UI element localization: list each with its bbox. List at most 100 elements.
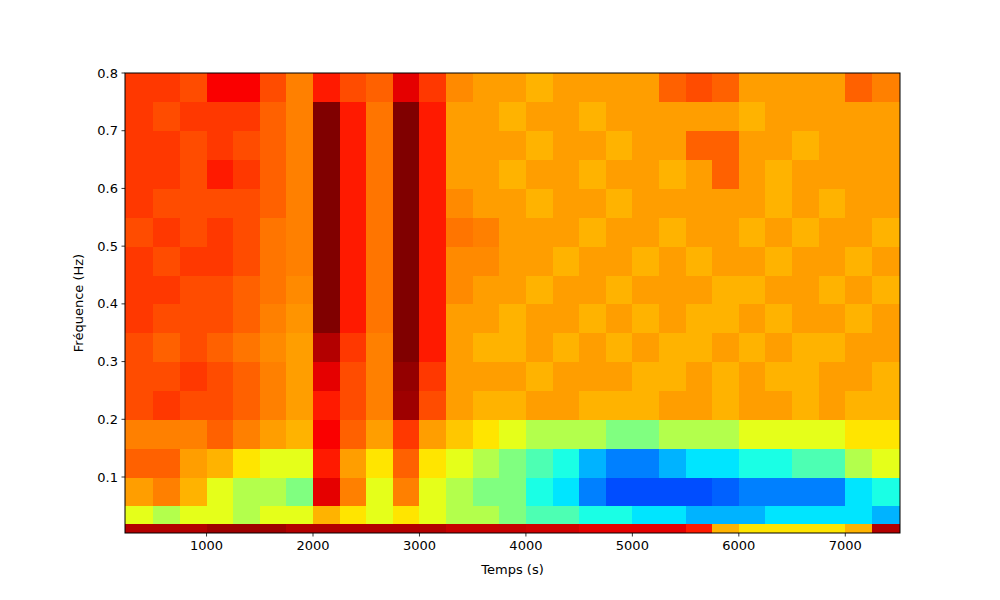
heatmap-cell (686, 73, 713, 102)
heatmap-cell (845, 333, 872, 362)
heatmap-cell (553, 390, 580, 419)
heatmap-cell (739, 217, 766, 246)
heatmap-cell (180, 160, 207, 189)
heatmap-cell (340, 73, 367, 102)
heatmap-cell (473, 304, 500, 333)
heatmap-cell (765, 362, 792, 391)
heatmap-cell (845, 362, 872, 391)
heatmap-cell (286, 188, 313, 217)
heatmap-cell (659, 304, 686, 333)
heatmap-cell (499, 523, 526, 533)
heatmap-cell (579, 73, 606, 102)
heatmap-cell (180, 246, 207, 275)
heatmap-cell (499, 448, 526, 477)
heatmap-cell (632, 390, 659, 419)
heatmap-cell (340, 160, 367, 189)
heatmap-cell (632, 275, 659, 304)
heatmap-cell (872, 217, 900, 246)
heatmap-cell (712, 102, 739, 131)
heatmap-cell (526, 102, 553, 131)
heatmap-cell (286, 477, 313, 506)
y-tick-label: 0.8 (97, 66, 118, 81)
heatmap-cell (872, 275, 900, 304)
heatmap-cell (765, 131, 792, 160)
heatmap-cell (526, 477, 553, 506)
heatmap-cell (153, 333, 180, 362)
heatmap-cell (207, 217, 234, 246)
heatmap-cell (153, 131, 180, 160)
heatmap-cell (366, 160, 393, 189)
y-tick (122, 246, 126, 247)
heatmap-cell (686, 390, 713, 419)
heatmap-cell (313, 304, 340, 333)
heatmap-cell (686, 523, 713, 533)
heatmap-cell (526, 275, 553, 304)
heatmap-cell (180, 477, 207, 506)
heatmap-cell (606, 477, 633, 506)
y-tick (122, 419, 126, 420)
heatmap-cell (499, 73, 526, 102)
heatmap-cell (632, 506, 659, 524)
heatmap-cell (606, 73, 633, 102)
heatmap-cell (207, 275, 234, 304)
heatmap-cell (712, 506, 739, 524)
heatmap-cell (819, 362, 846, 391)
heatmap-cell (207, 131, 234, 160)
heatmap-cell (553, 506, 580, 524)
heatmap-cell (739, 304, 766, 333)
heatmap-cell (686, 333, 713, 362)
heatmap-cell (446, 73, 473, 102)
heatmap-cell (499, 131, 526, 160)
heatmap-cell (286, 275, 313, 304)
heatmap-cell (419, 131, 446, 160)
heatmap-cell (340, 506, 367, 524)
heatmap-cell (739, 246, 766, 275)
heatmap-cell (125, 390, 154, 419)
heatmap-cell (499, 362, 526, 391)
heatmap-cell (366, 102, 393, 131)
heatmap-cell (659, 448, 686, 477)
heatmap-cell (313, 131, 340, 160)
heatmap-cell (473, 362, 500, 391)
heatmap-cell (553, 448, 580, 477)
heatmap-cell (579, 362, 606, 391)
heatmap-cell (286, 448, 313, 477)
chart: 10002000300040005000600070000.10.20.30.4… (0, 0, 1000, 600)
heatmap-cell (845, 506, 872, 524)
heatmap-cell (393, 73, 420, 102)
heatmap-cell (340, 131, 367, 160)
heatmap-cell (499, 390, 526, 419)
heatmap-cell (446, 362, 473, 391)
heatmap-cell (286, 73, 313, 102)
heatmap-cell (792, 390, 819, 419)
heatmap-cell (686, 102, 713, 131)
heatmap-cell (765, 73, 792, 102)
heatmap-cell (765, 304, 792, 333)
heatmap-cell (393, 131, 420, 160)
heatmap-cell (579, 523, 606, 533)
heatmap-cell (579, 419, 606, 448)
heatmap-cell (499, 304, 526, 333)
heatmap-cell (712, 160, 739, 189)
heatmap-cell (207, 73, 234, 102)
heatmap-cell (739, 160, 766, 189)
heatmap-cell (419, 477, 446, 506)
heatmap-cell (526, 419, 553, 448)
heatmap-cell (180, 419, 207, 448)
heatmap-cell (233, 160, 260, 189)
x-axis-label: Temps (s) (480, 562, 543, 577)
heatmap-cell (366, 246, 393, 275)
heatmap-cell (845, 523, 872, 533)
heatmap-cell (180, 448, 207, 477)
heatmap-cell (606, 390, 633, 419)
heatmap-cell (153, 275, 180, 304)
heatmap-cell (792, 131, 819, 160)
heatmap-cell (872, 73, 900, 102)
heatmap-cell (393, 506, 420, 524)
heatmap-cell (340, 362, 367, 391)
y-tick-label: 0.5 (97, 239, 118, 254)
heatmap-cell (579, 102, 606, 131)
heatmap-cell (792, 275, 819, 304)
heatmap-cell (153, 304, 180, 333)
heatmap-cell (686, 448, 713, 477)
